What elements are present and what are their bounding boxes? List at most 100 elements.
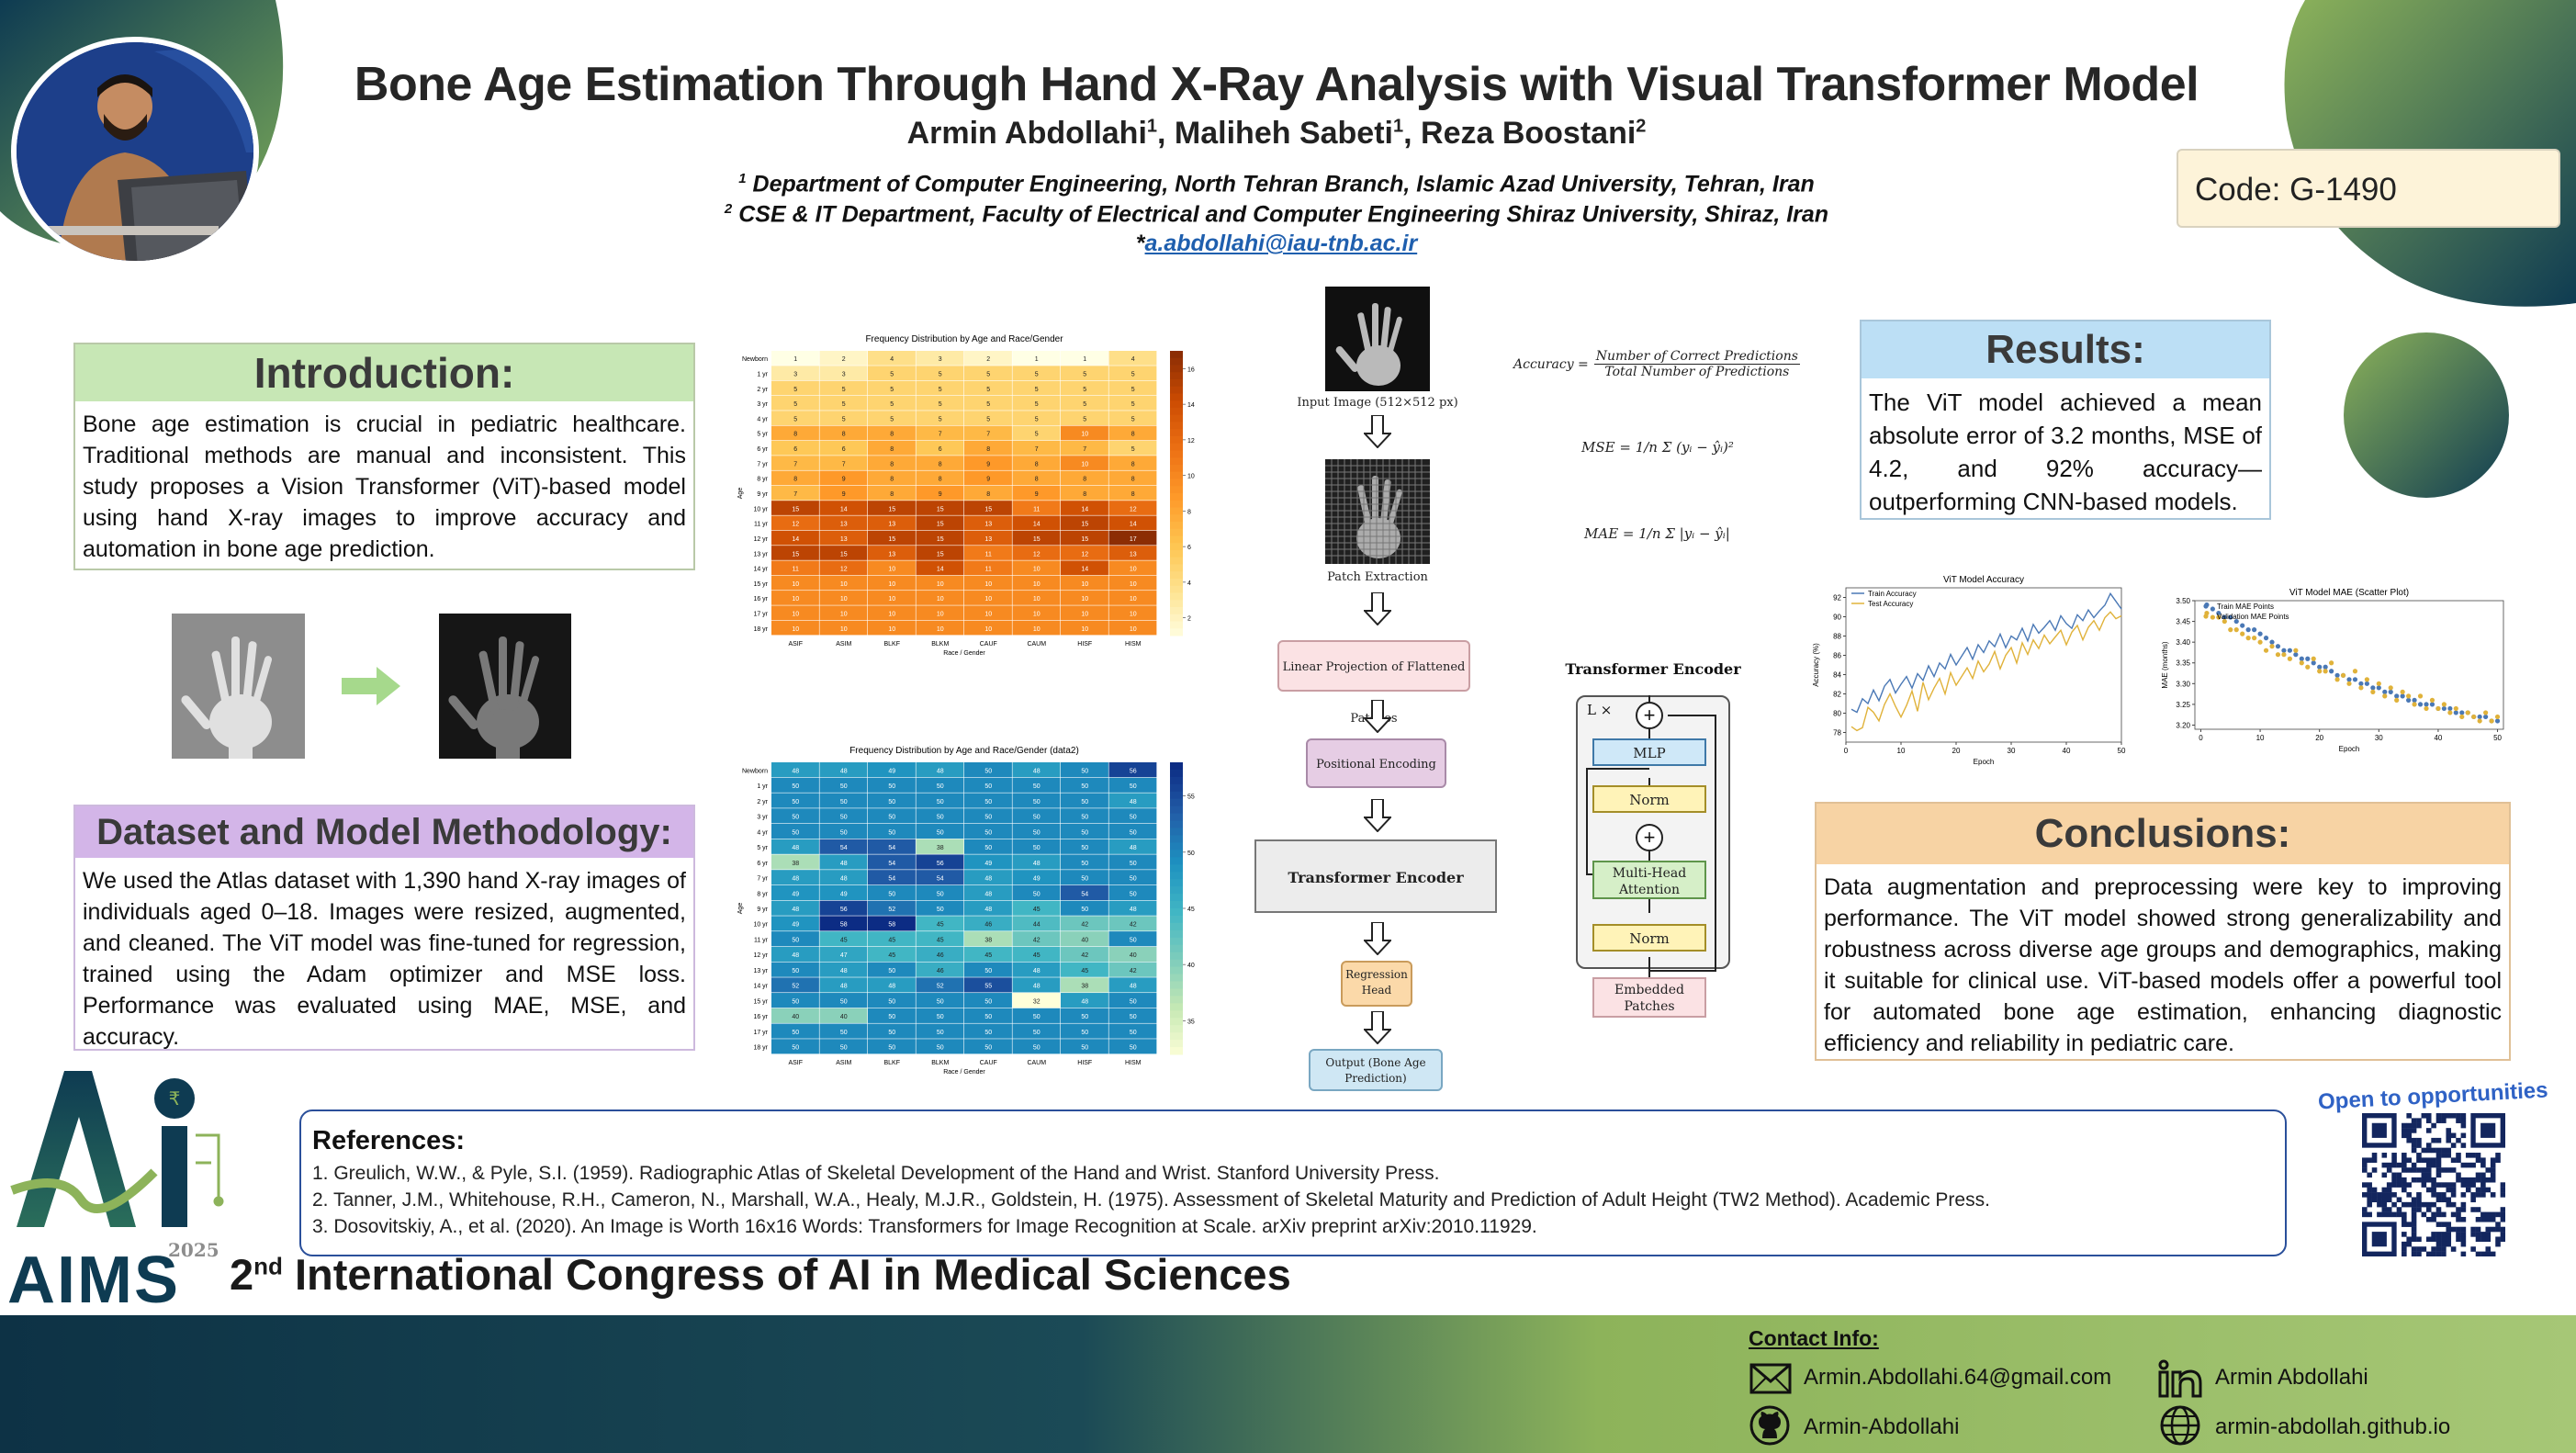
contact-website[interactable]: armin-abdollah.github.io [2215, 1414, 2451, 1439]
qr-module [2450, 1226, 2457, 1233]
heatmap-cell [964, 395, 1012, 411]
contact-linkedin[interactable]: Armin Abdollahi [2215, 1365, 2368, 1390]
heatmap-cell-label: 48 [1033, 968, 1041, 974]
colorbar-segment [1170, 944, 1183, 953]
qr-module [2381, 1192, 2388, 1198]
colorbar-segment [1170, 600, 1183, 608]
qr-module [2450, 1192, 2457, 1198]
heatmap-cell [819, 560, 868, 576]
heatmap-cell-label: 2 [986, 356, 990, 363]
heatmap-cell [771, 591, 819, 605]
scatter-point [2447, 705, 2453, 712]
heatmap-cell [868, 839, 916, 854]
qr-module [2377, 1211, 2382, 1218]
colorbar-segment [1170, 988, 1183, 997]
heatmap-cell-label: 10 [1081, 626, 1088, 633]
heatmap-cell-label: 8 [1035, 477, 1039, 483]
colorbar-segment [1170, 564, 1183, 572]
heatmap-row-label: 1 yr [757, 783, 768, 790]
heatmap-cell [916, 425, 964, 441]
qr-module [2456, 1211, 2461, 1218]
qr-module [2441, 1153, 2447, 1158]
heatmap-cell [771, 425, 819, 441]
heatmap-cell-label: 49 [840, 891, 848, 897]
heatmap-cell [1061, 977, 1108, 993]
scatter-point [2210, 606, 2215, 612]
github-icon [1749, 1405, 1790, 1446]
heatmap-cell-label: 8 [1083, 491, 1086, 498]
contact-github[interactable]: Armin-Abdollahi [1804, 1414, 1960, 1439]
colorbar-segment [1170, 981, 1183, 989]
colorbar-segment [1170, 571, 1183, 580]
heatmap-cell [868, 620, 916, 636]
reference-2: 2. Tanner, J.M., Whitehouse, R.H., Camer… [312, 1189, 1990, 1211]
heatmap-cell [868, 395, 916, 411]
pipeline-input-image [1325, 287, 1430, 391]
qr-module [2450, 1201, 2457, 1208]
aims-logo-text: AIMS [7, 1244, 180, 1310]
heatmap-cell [771, 1008, 819, 1023]
scatter-point [2329, 669, 2334, 674]
qr-module [2391, 1201, 2397, 1208]
colorbar-segment [1170, 400, 1183, 409]
heatmap-cell [819, 777, 868, 793]
qr-module [2460, 1216, 2467, 1222]
colorbar-tick-label: 40 [1187, 963, 1195, 969]
qr-module [2425, 1118, 2432, 1123]
qr-module [2441, 1197, 2447, 1203]
colorbar-segment [1170, 457, 1183, 466]
congress-name: 2nd International Congress of AI in Medi… [230, 1250, 1291, 1299]
heatmap-cell [771, 530, 819, 546]
heatmap-cell-label: 48 [1130, 845, 1137, 851]
heatmap-cell [964, 808, 1012, 824]
heatmap-cell [916, 546, 964, 560]
heatmap-cell-label: 5 [939, 387, 942, 393]
qr-module [2377, 1192, 2382, 1198]
heatmap-cell-label: 52 [888, 907, 895, 913]
scatter-point [2483, 714, 2489, 720]
heatmap-cell-label: 40 [1081, 937, 1088, 943]
heatmap-cell-label: 50 [888, 968, 895, 974]
scatter-point [2346, 681, 2352, 686]
email-link[interactable]: a.abdollahi@iau-tnb.ac.ir [1144, 231, 1418, 256]
heatmap-cell [868, 946, 916, 962]
colorbar-segment [1170, 479, 1183, 487]
heatmap-cell [819, 351, 868, 366]
heatmap-cell [819, 839, 868, 854]
heatmap-cell-label: 1 [793, 356, 797, 363]
qr-module [2416, 1157, 2422, 1163]
heatmap-cell [868, 351, 916, 366]
heatmap-cell-label: 50 [1130, 1014, 1137, 1020]
heatmap-cell-label: 5 [793, 401, 797, 408]
colorbar-tick-label: 14 [1187, 402, 1195, 409]
contact-email[interactable]: Armin.Abdollahi.64@gmail.com [1804, 1365, 2112, 1390]
heatmap-cell-label: 50 [1130, 876, 1137, 883]
heatmap-cell-label: 15 [888, 536, 895, 543]
qr-code[interactable] [2362, 1113, 2505, 1256]
x-tick-label: 50 [2493, 734, 2502, 742]
heatmap-cell [1108, 470, 1157, 486]
heatmap-cell-label: 10 [984, 626, 992, 633]
colorbar-segment [1170, 908, 1183, 917]
qr-module [2435, 1147, 2442, 1154]
heatmap-cell-label: 50 [937, 1030, 944, 1036]
colorbar-segment [1170, 791, 1183, 800]
qr-module [2396, 1211, 2402, 1218]
heatmap-cell-label: 6 [842, 446, 846, 453]
qr-module [2475, 1232, 2481, 1237]
heatmap-cell [964, 1023, 1012, 1039]
heatmap-cell [1061, 993, 1108, 1008]
qr-module [2490, 1162, 2496, 1168]
heatmap-cell-label: 8 [842, 432, 846, 438]
qr-module [2435, 1157, 2442, 1163]
heatmap-row-label: 18 yr [753, 1045, 768, 1052]
heatmap-cell [1012, 501, 1061, 515]
qr-module [2490, 1192, 2496, 1198]
heatmap-cell-label: 8 [793, 432, 797, 438]
heatmap-cell-label: 47 [840, 952, 848, 959]
qr-module [2485, 1232, 2492, 1237]
qr-module [2435, 1236, 2442, 1243]
heatmap-cell-label: 6 [939, 446, 942, 453]
qr-module [2446, 1113, 2452, 1119]
heatmap-cell-label: 7 [1035, 446, 1039, 453]
